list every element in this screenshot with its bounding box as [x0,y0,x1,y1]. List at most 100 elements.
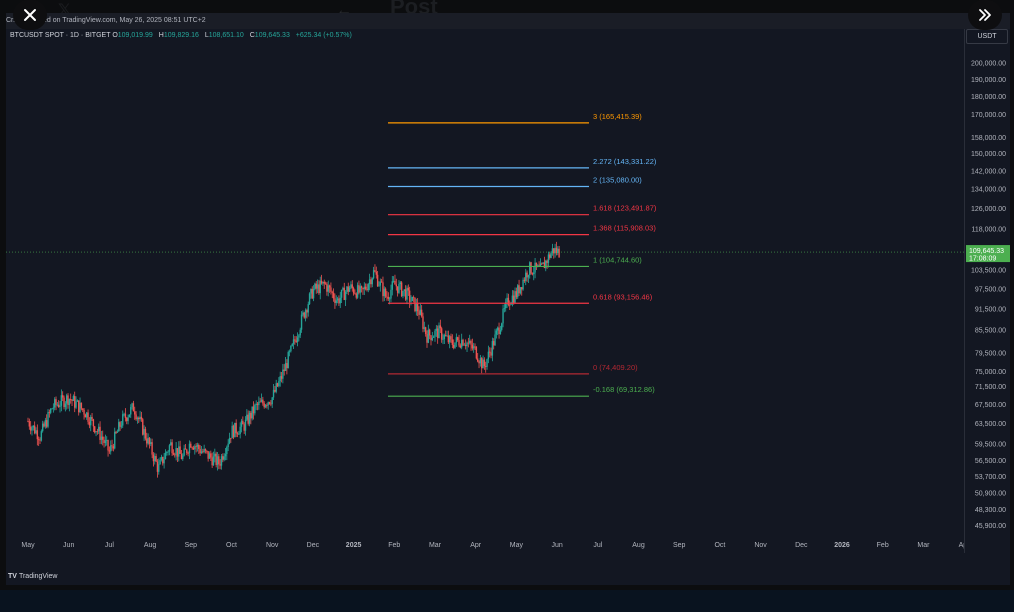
candle-body [443,335,446,340]
candle-body [430,335,432,341]
candle-body [216,456,219,465]
candle-body [234,422,236,438]
candle-body [266,405,268,406]
candle-body [276,383,279,387]
candle-body [72,396,75,401]
x-axis-label: Jul [105,542,114,549]
candle-body [242,420,244,425]
candle-body [331,291,333,293]
candle-body [468,340,471,343]
candle-body [274,389,276,392]
last-price-tag [966,245,1010,263]
candle-body [135,414,137,420]
candle-body [283,369,285,372]
candle-body [103,439,105,443]
candle-body [399,282,402,285]
candle-body [183,448,185,456]
candle-body [231,425,233,439]
y-axis-label: 85,500.00 [975,328,1006,335]
candle-body [531,273,534,275]
candle-body [82,408,84,410]
candle-body [478,361,480,364]
price-scale[interactable]: 200,000.00 190,000.00 180,000.00 170,000.00… [964,29,1010,553]
candle-body [426,334,428,343]
candle-body [238,434,240,435]
candle-body [39,439,41,441]
y-axis-label: 190,000.00 [971,77,1006,84]
candle-body [491,341,494,356]
candle-body [390,289,392,299]
candle-body [296,337,299,343]
candle-body [394,280,396,285]
candle-body [460,339,463,348]
candle-body [120,425,123,427]
candle-body [507,297,510,305]
candle-body [408,290,411,302]
candle-body [270,403,272,405]
tradingview-logo: TV TradingView [8,573,58,580]
fib-level-label: -0.168 (69,312.86) [593,385,655,394]
y-axis-label: 180,000.00 [971,94,1006,101]
candle-body [286,363,288,369]
candle-body [230,437,232,439]
candle-body [180,453,183,460]
candle-body [308,293,311,305]
candle-body [506,297,508,302]
candle-body [264,405,267,408]
candle-body [517,285,519,298]
candle-body [258,401,260,406]
candle-body [248,412,251,424]
candle-body [299,329,301,336]
candle-body [88,421,91,426]
candle-body [370,279,372,285]
y-axis-label: 134,000.00 [971,187,1006,194]
candle-body [250,412,252,419]
candle-body [188,443,191,454]
candle-body [538,265,540,267]
candle-body [303,312,305,318]
candle-body [104,440,107,443]
candle-body [202,451,204,453]
candle-body [33,425,36,434]
candle-body [71,399,73,401]
fib-level-label: 1.368 (115,908.03) [593,224,656,233]
bottom-bar [0,590,1014,612]
candle-body [380,281,383,283]
candle-body [477,358,479,362]
candle-body [493,341,495,346]
candle-body [131,403,133,408]
x-axis-label: Apr [470,542,482,549]
candle-body [447,335,450,343]
y-axis-label: 79,500.00 [975,351,1006,358]
candle-body [148,437,151,444]
candle-body [115,431,117,433]
candle-body [136,417,139,420]
candle-body [312,289,315,299]
close-button[interactable] [13,0,47,30]
candle-body [214,453,216,457]
candle-body [379,281,381,286]
candle-body [482,359,484,369]
candle-body [100,436,103,440]
candle-body [186,449,188,454]
candle-body [414,297,416,312]
candle-body [316,284,319,289]
candle-body [407,287,410,291]
candle-body [191,447,193,449]
y-axis-label: 71,500.00 [975,384,1006,391]
candle-body [431,337,434,341]
candle-body [416,303,419,312]
candle-body [170,442,172,446]
candle-body [134,411,136,415]
candle-body [550,253,552,258]
x-axis-label: May [510,542,524,549]
price-plot[interactable]: May Jun Jul Aug Sep Oct Nov Dec 2025 Feb Mar Apr May… [6,29,964,553]
x-axis-label: Sep [185,542,198,549]
candle-body [546,260,548,263]
candle-body [340,289,343,298]
expand-button[interactable] [968,0,1002,30]
candle-body [494,334,496,346]
open-value: 109,019.99 [117,32,153,39]
x-axis-label: Mar [917,542,930,549]
candle-body [222,456,224,460]
